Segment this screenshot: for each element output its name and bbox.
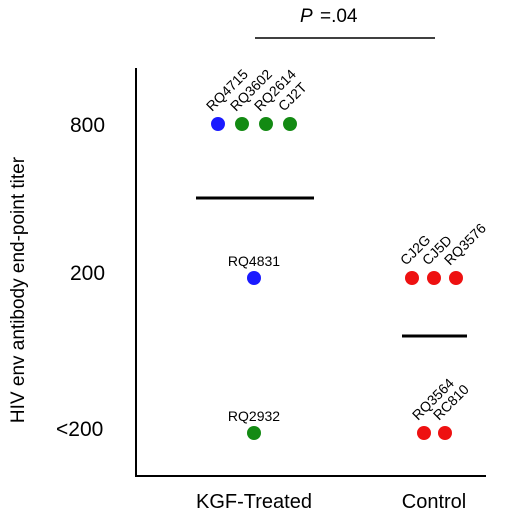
point-label-rq4831: RQ4831 (228, 253, 280, 269)
data-point-rq4715 (211, 117, 225, 131)
data-point-rq2614 (259, 117, 273, 131)
category-label-kgf-treated: KGF-Treated (196, 491, 312, 513)
data-point-cj5d (427, 271, 441, 285)
y-tick-label-200: 200 (70, 262, 105, 285)
data-points: RQ4715RQ3602RQ2614CJ2TRQ4831RQ2932CJ2GCJ… (203, 66, 489, 440)
y-tick-label-lt200: <200 (56, 418, 103, 441)
data-point-rq3576 (449, 271, 463, 285)
data-point-cj2g (405, 271, 419, 285)
point-label-rq2932: RQ2932 (228, 408, 280, 424)
data-point-rq3602 (235, 117, 249, 131)
data-point-rq3564 (417, 426, 431, 440)
p-value-label: P =.04 (300, 6, 358, 27)
p-symbol: P (300, 6, 313, 27)
data-point-rq4831 (247, 271, 261, 285)
data-point-rq2932 (247, 426, 261, 440)
data-point-rc810 (438, 426, 452, 440)
p-value: =.04 (320, 6, 358, 27)
y-tick-label-800: 800 (70, 114, 105, 137)
data-point-cj2t (283, 117, 297, 131)
category-label-control: Control (402, 491, 466, 513)
y-axis-label: HIV env antibody end-point titer (8, 156, 29, 423)
